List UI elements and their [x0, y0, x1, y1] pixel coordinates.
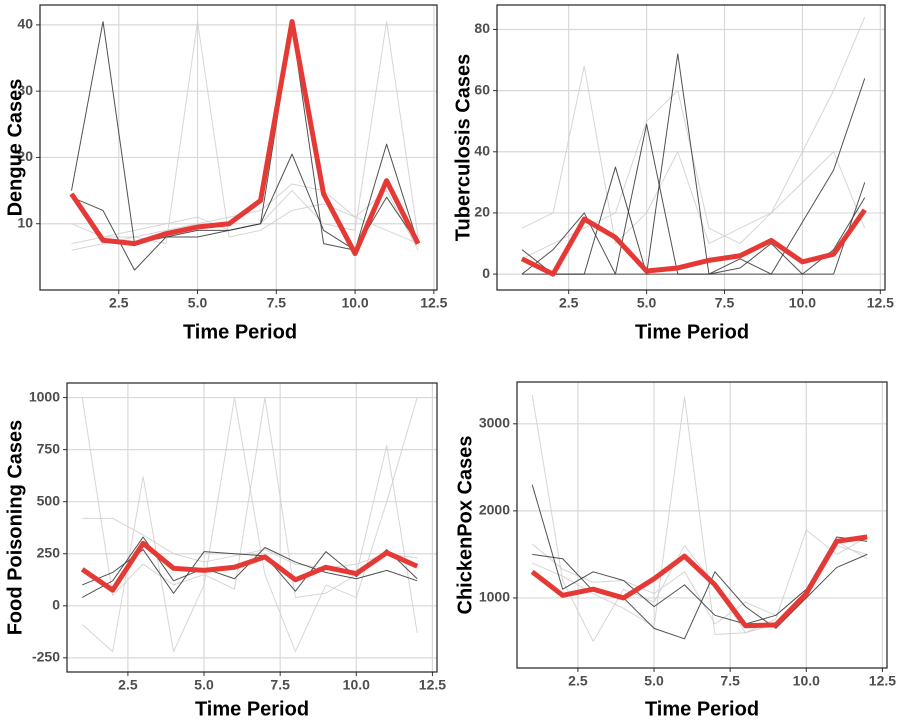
series-line	[521, 123, 866, 275]
series-line	[531, 484, 868, 625]
series-line	[71, 24, 419, 271]
series-line	[531, 394, 868, 642]
series-line	[82, 517, 418, 569]
panel-border	[496, 4, 886, 291]
y-tick-label: 1000	[479, 589, 510, 605]
y-tick-label: 40	[474, 142, 490, 158]
x-tick-label: 5.0	[188, 295, 208, 311]
series-line	[71, 21, 419, 251]
y-tick-label: 30	[17, 82, 33, 98]
x-tick-label: 12.5	[869, 673, 896, 689]
x-tick-label: 10.0	[341, 295, 368, 311]
y-tick-label: 500	[37, 492, 61, 508]
series-line	[530, 534, 868, 629]
y-axis-title: ChickenPox Cases	[454, 436, 476, 615]
series-line	[521, 53, 866, 275]
y-axis-title: Food Poisoning Cases	[4, 420, 26, 636]
x-tick-label: 5.0	[194, 677, 214, 693]
x-axis-title: Time Period	[635, 321, 749, 343]
x-tick-label: 10.0	[789, 295, 816, 311]
x-tick-label: 2.5	[109, 295, 129, 311]
y-tick-label: -250	[32, 649, 60, 665]
series-line	[71, 21, 419, 251]
y-axis-title: Dengue Cases	[4, 79, 26, 217]
plot-lines	[530, 394, 868, 642]
x-tick-label: 12.5	[867, 295, 894, 311]
y-tick-label: 250	[37, 544, 61, 560]
panel: 10 20 30 40 2.5 5.0 7.5 10.0 12.5 Time Period Deng…	[4, 4, 448, 343]
plot-lines	[69, 19, 421, 271]
series-line	[80, 540, 419, 593]
x-tick-label: 2.5	[568, 673, 588, 689]
x-axis-title: Time Period	[645, 698, 759, 720]
panel: 1000 2000 3000 2.5 5.0 7.5 10.0 12.5 Time Period…	[454, 381, 896, 720]
y-tick-label: 0	[482, 265, 490, 281]
panel: 0 20 40 60 80 2.5 5.0 7.5 10.0 12.5 Time Period Tub…	[452, 4, 894, 343]
x-tick-label: 5.0	[644, 673, 664, 689]
y-tick-label: 2000	[479, 502, 510, 518]
plot-lines	[80, 397, 419, 653]
panel: -250 0 250 500 750 1000 2.5 5.0 7.5 10.0 12.5 Time …	[4, 382, 446, 720]
x-tick-label: 7.5	[715, 295, 735, 311]
y-tick-label: 1000	[29, 388, 60, 404]
y-tick-label: 20	[474, 204, 490, 220]
x-tick-label: 7.5	[267, 295, 287, 311]
panel-border	[39, 4, 438, 291]
x-tick-label: 5.0	[637, 295, 657, 311]
x-tick-label: 2.5	[118, 677, 138, 693]
y-tick-label: 60	[474, 81, 490, 97]
x-tick-label: 2.5	[559, 295, 579, 311]
x-axis-title: Time Period	[195, 698, 309, 720]
x-tick-label: 12.5	[420, 295, 447, 311]
panel-border	[66, 382, 438, 673]
y-tick-label: 750	[37, 440, 61, 456]
series-line	[69, 19, 421, 257]
y-axis-title: Tuberculosis Cases	[452, 54, 474, 241]
x-tick-label: 12.5	[419, 677, 446, 693]
series-line	[81, 397, 418, 633]
panel-border	[516, 381, 888, 669]
plot-lines	[520, 17, 867, 277]
y-tick-label: 40	[17, 16, 33, 32]
y-tick-label: 20	[17, 148, 33, 164]
series-line	[532, 553, 868, 640]
series-line	[81, 397, 418, 653]
y-tick-label: 80	[474, 20, 490, 36]
x-tick-label: 10.0	[793, 673, 820, 689]
y-tick-label: 3000	[479, 414, 510, 430]
series-line	[520, 208, 867, 277]
x-tick-label: 7.5	[720, 673, 740, 689]
series-line	[521, 78, 866, 275]
x-tick-label: 7.5	[270, 677, 290, 693]
y-tick-label: 10	[17, 214, 33, 230]
series-line	[521, 17, 866, 245]
y-tick-label: 0	[52, 596, 60, 612]
x-tick-label: 10.0	[343, 677, 370, 693]
series-line	[531, 543, 868, 625]
x-axis-title: Time Period	[183, 321, 297, 343]
